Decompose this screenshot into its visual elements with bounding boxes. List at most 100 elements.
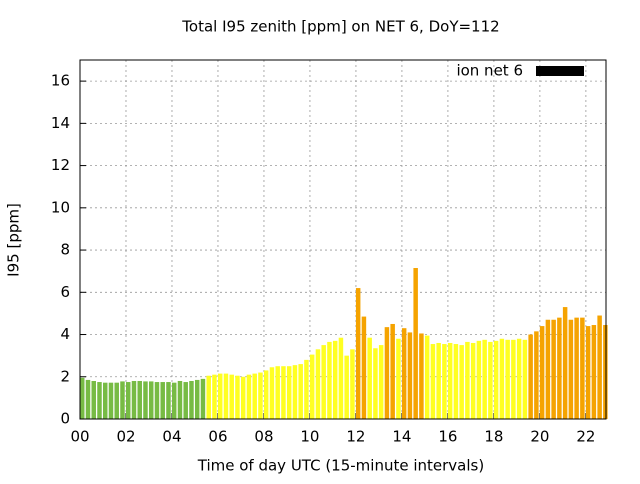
bar [97,382,102,419]
bar [562,307,568,419]
bar [442,344,447,419]
x-tick-label: 20 [530,428,549,446]
bar [361,316,367,419]
bar [430,344,436,419]
y-tick-label: 4 [60,325,70,343]
bar [522,339,528,419]
bar [453,344,459,419]
x-tick-label: 12 [346,428,365,446]
x-tick-label: 16 [438,428,457,446]
legend-swatch [536,66,584,76]
bar [80,377,85,419]
bar [568,319,574,419]
bar [125,382,131,419]
bar [177,380,183,419]
y-tick-label: 6 [60,283,70,301]
bar [292,365,298,419]
bar [534,331,539,419]
bar [275,366,280,419]
bar [516,338,522,419]
bar [240,376,246,419]
bar [217,373,223,419]
y-tick-label: 14 [51,114,70,132]
bar [476,340,482,419]
y-axis-label: I95 [ppm] [5,203,23,277]
bar [465,341,470,419]
bar [355,288,361,419]
y-tick-label: 10 [51,198,70,216]
y-tick-label: 0 [60,410,70,428]
bar [413,268,418,419]
bar [229,374,234,419]
bar [396,338,401,419]
bar [235,375,240,419]
y-tick-label: 12 [51,156,70,174]
bar [194,379,200,419]
x-tick-label: 14 [392,428,411,446]
bar [263,370,269,419]
bar [499,338,505,419]
y-tick-label: 8 [60,241,70,259]
bar [114,382,119,419]
x-tick-label: 10 [300,428,319,446]
bar [143,381,148,419]
bar [171,382,177,419]
bar [459,345,464,419]
x-tick-label: 06 [208,428,227,446]
bar [580,317,585,419]
plot-frame [79,59,607,420]
bar [332,340,338,419]
legend-label: ion net 6 [456,62,523,80]
bar [137,380,142,419]
bar [108,382,114,419]
bar [85,379,91,419]
bar [591,325,597,419]
bar [350,349,355,419]
bar [528,334,533,419]
x-tick-label: 02 [116,428,135,446]
bar [557,317,562,419]
y-tick-label: 16 [51,72,70,90]
x-tick-label: 22 [576,428,595,446]
x-tick-label: 18 [484,428,503,446]
bar [148,381,154,419]
bar [166,382,171,419]
bar [223,373,229,419]
bar [419,333,424,419]
bar [212,374,217,419]
bar [390,323,395,419]
bar [304,359,309,419]
bar [367,337,372,419]
bar [131,380,137,419]
bar [511,339,516,419]
bar [315,349,321,419]
bar [206,375,211,419]
bar [603,325,608,419]
bar [344,355,349,419]
x-tick-label: 04 [162,428,181,446]
bar [574,317,579,419]
bar [269,367,275,419]
bar [338,337,344,419]
bar [120,381,125,419]
bar [401,328,407,419]
bar [102,382,108,419]
x-axis-label: Time of day UTC (15-minute intervals) [197,457,484,475]
bar [545,319,551,419]
bar [488,341,493,419]
bar [252,373,257,419]
bar [378,345,384,419]
bar [91,380,96,419]
x-tick-label: 08 [254,428,273,446]
bar [258,372,263,419]
bar [298,364,303,419]
bar [384,327,390,419]
bar [200,378,206,419]
bar [327,341,332,419]
bar [160,382,165,419]
bar [309,354,315,419]
bar [447,342,453,419]
chart-title: Total I95 zenith [ppm] on NET 6, DoY=112 [181,18,499,36]
bar [493,340,499,419]
